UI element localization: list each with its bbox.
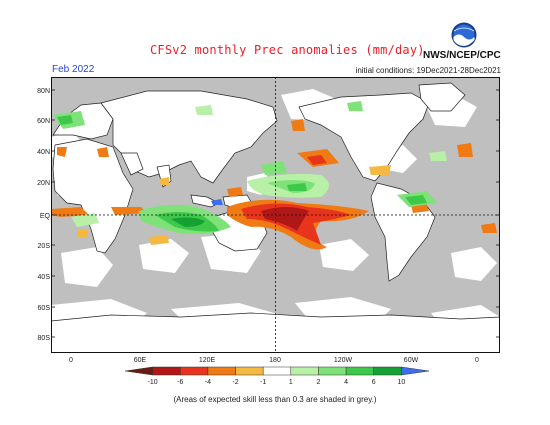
lon-label: 60E — [134, 357, 147, 364]
lat-label: 80N — [37, 88, 50, 95]
lat-label: 40S — [38, 274, 51, 281]
lon-label: 60W — [404, 357, 419, 364]
colorbar-label: -2 — [232, 379, 238, 386]
colorbar: -10 -6 -4 -2 -1 1 2 4 6 10 — [124, 366, 430, 386]
colorbar-labels: -10 -6 -4 -2 -1 1 2 4 6 10 — [148, 379, 406, 386]
wet-anomalies — [53, 101, 447, 235]
colorbar-swatch — [373, 366, 402, 376]
precipitation-anomaly-map — [51, 77, 500, 353]
colorbar-label: -4 — [205, 379, 211, 386]
colorbar-swatch — [401, 366, 430, 376]
colorbar-swatch — [152, 366, 181, 376]
colorbar-swatch — [180, 366, 209, 376]
forecast-period: Feb 2022 — [52, 64, 95, 75]
skill-footnote: (Areas of expected skill less than 0.3 a… — [173, 395, 377, 404]
lon-label: 120E — [199, 357, 216, 364]
colorbar-label: 4 — [344, 379, 348, 386]
noaa-logo-icon — [451, 22, 477, 48]
colorbar-swatch — [207, 366, 236, 376]
colorbar-swatch — [262, 366, 292, 376]
lat-label: 80S — [38, 335, 51, 342]
lon-label: 0 — [475, 357, 479, 364]
lat-label: 60S — [38, 305, 51, 312]
lat-label: 20S — [38, 243, 51, 250]
lat-label: 20N — [37, 180, 50, 187]
lat-label: 40N — [37, 149, 50, 156]
colorbar-label: -10 — [148, 379, 158, 386]
dry-anomalies — [51, 119, 497, 250]
lon-label: 180 — [269, 357, 281, 364]
lat-label: EQ — [40, 213, 51, 220]
colorbar-label: 10 — [397, 379, 405, 386]
lon-axis: 0 60E 120E 180 120W 60W 0 — [69, 357, 479, 364]
lon-label: 120W — [334, 357, 353, 364]
colorbar-label: 2 — [317, 379, 321, 386]
org-label: NWS/NCEP/CPC — [423, 50, 501, 61]
colorbar-label: -1 — [260, 379, 266, 386]
chart-title: CFSv2 monthly Prec anomalies (mm/day) — [150, 43, 425, 57]
continent-africa — [52, 138, 134, 254]
colorbar-swatches — [124, 366, 430, 376]
lat-axis: 80N 60N 40N 20N EQ 20S 40S 60S 80S — [37, 88, 51, 342]
initial-conditions: initial conditions: 19Dec2021-28Dec2021 — [355, 66, 501, 75]
colorbar-swatch — [124, 366, 153, 376]
colorbar-label: 1 — [289, 379, 293, 386]
colorbar-swatch — [318, 366, 347, 376]
colorbar-swatch — [345, 366, 374, 376]
continent-north-america — [298, 92, 430, 182]
lat-ticks — [51, 89, 500, 338]
colorbar-swatch — [235, 366, 264, 376]
lat-label: 60N — [37, 118, 50, 125]
colorbar-label: 6 — [372, 379, 376, 386]
colorbar-swatch — [290, 366, 319, 376]
colorbar-label: -6 — [177, 379, 183, 386]
greenland — [418, 82, 466, 112]
lon-label: 0 — [69, 357, 73, 364]
